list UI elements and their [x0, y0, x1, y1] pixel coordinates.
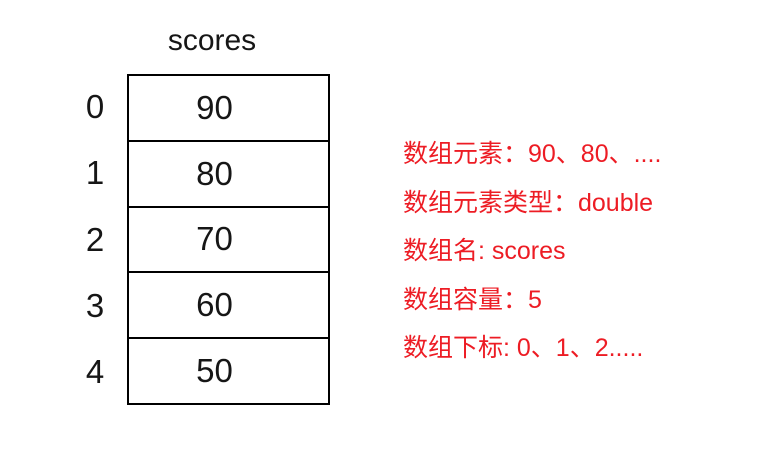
array-cell-value: 60: [196, 286, 233, 324]
array-cell-row: 80: [129, 142, 328, 208]
annotation-list: 数组元素：90、80、.... 数组元素类型：double 数组名: score…: [403, 128, 661, 371]
array-index: 1: [85, 154, 105, 192]
array-cell-value: 90: [196, 88, 233, 126]
annotation-element-type: 数组元素类型：double: [403, 188, 654, 217]
annotation-array-elements: 数组元素：90、80、....: [403, 140, 662, 169]
annotation-array-name: 数组名: scores: [403, 237, 566, 266]
array-cell-value: 50: [196, 352, 233, 390]
array-index-column: 0 1 2 3 4: [75, 74, 115, 405]
array-cell-row: 70: [129, 208, 328, 274]
annotation-array-subscript: 数组下标: 0、1、2.....: [403, 334, 644, 363]
array-table: 90 80 70 60 50: [127, 74, 330, 405]
annotation-array-capacity: 数组容量：5: [403, 285, 542, 314]
array-cell-row: 90: [129, 76, 328, 142]
array-index: 4: [85, 352, 105, 390]
array-index: 2: [85, 220, 105, 258]
array-index: 3: [85, 286, 105, 324]
array-cell-row: 50: [129, 339, 328, 403]
array-cell-value: 70: [196, 220, 233, 258]
array-index: 0: [85, 88, 105, 126]
array-cell-value: 80: [196, 154, 233, 192]
array-title: scores: [167, 24, 257, 57]
array-cell-row: 60: [129, 273, 328, 340]
